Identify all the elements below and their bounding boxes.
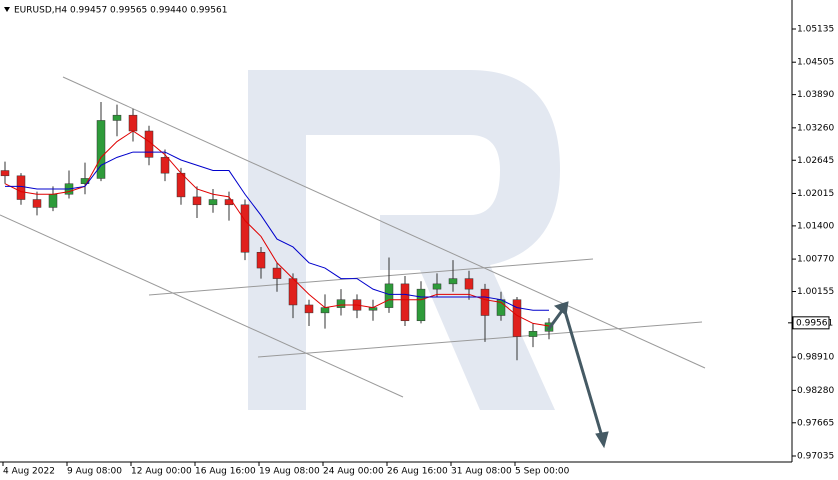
- candle-body: [32, 199, 42, 208]
- y-tick-label: 0.98910: [797, 353, 834, 363]
- menu-triangle: [4, 7, 10, 12]
- candle-body: [464, 278, 474, 290]
- candle-body: [16, 175, 26, 200]
- indicator-line: [4, 130, 550, 327]
- last-price-box: [792, 316, 830, 330]
- candle-body: [432, 283, 442, 290]
- x-tick-label: 26 Aug 16:00: [387, 467, 448, 477]
- candle-body: [0, 170, 10, 177]
- candle-body: [240, 204, 250, 253]
- x-tick-label: 19 Aug 08:00: [259, 467, 320, 477]
- y-tick-label: 1.02015: [797, 189, 834, 199]
- x-tick-label: 9 Aug 08:00: [67, 467, 122, 477]
- candle-body: [512, 299, 522, 337]
- candle-body: [400, 283, 410, 322]
- candle-body: [336, 299, 346, 308]
- y-tick-label: 1.05135: [797, 24, 834, 34]
- x-tick-label: 5 Sep 00:00: [515, 467, 570, 477]
- plot-area: [0, 102, 554, 361]
- y-tick-label: 1.00770: [797, 255, 834, 265]
- arrow-head: [595, 431, 609, 449]
- candle-body: [256, 251, 266, 269]
- y-tick-label: 1.04505: [797, 58, 834, 68]
- axes: 1.05135 1.04505 1.03890 1.03260 1.02645 1.020…: [2, 24, 834, 477]
- watermark-stem: [248, 70, 306, 410]
- x-tick-label: 12 Aug 00:00: [131, 467, 192, 477]
- watermark: [248, 70, 560, 410]
- candle-body: [112, 114, 122, 121]
- candle-body: [48, 194, 58, 208]
- candle-body: [176, 172, 186, 198]
- candle-body: [288, 278, 298, 306]
- y-tick-label: 0.97665: [797, 418, 834, 428]
- trend-line: [257, 321, 703, 358]
- chart-title: EURUSD,H4 0.99457 0.99565 0.99440 0.9956…: [14, 6, 227, 16]
- candle-body: [128, 114, 138, 132]
- last-price-label: 0.99561: [796, 318, 833, 328]
- x-tick-label: 24 Aug 00:00: [323, 467, 384, 477]
- candle-body: [144, 130, 154, 158]
- candle-body: [448, 278, 458, 285]
- y-tick-label: 1.00155: [797, 287, 834, 297]
- candle-body: [384, 283, 394, 308]
- candle-body: [528, 331, 538, 337]
- y-tick-label: 1.02645: [797, 156, 834, 166]
- candle-body: [272, 267, 282, 279]
- x-tick-label: 16 Aug 16:00: [195, 467, 256, 477]
- y-tick-label: 1.01400: [797, 221, 834, 231]
- trend-line: [0, 214, 404, 398]
- x-tick-label: 31 Aug 08:00: [451, 467, 512, 477]
- trend-lines: [0, 76, 706, 398]
- candle-body: [160, 157, 170, 174]
- indicator-line: [5, 151, 549, 311]
- trend-line: [62, 76, 706, 369]
- y-tick-label: 0.97035: [797, 451, 834, 461]
- arrow-head: [553, 301, 569, 316]
- candle-body: [416, 288, 426, 322]
- candle-body: [192, 196, 202, 206]
- y-tick-label: 1.03260: [797, 123, 834, 133]
- watermark-bowl: [306, 70, 560, 410]
- trend-line: [148, 258, 594, 296]
- y-tick-label: 0.98280: [797, 386, 834, 396]
- forecast-arrow: [546, 301, 609, 449]
- x-tick-label: 4 Aug 2022: [3, 467, 55, 477]
- candle-body: [320, 307, 330, 314]
- candle-body: [96, 120, 106, 179]
- candle-body: [480, 288, 490, 316]
- candle-body: [208, 199, 218, 206]
- candle-body: [304, 304, 314, 314]
- y-tick-label: 1.03890: [797, 90, 834, 100]
